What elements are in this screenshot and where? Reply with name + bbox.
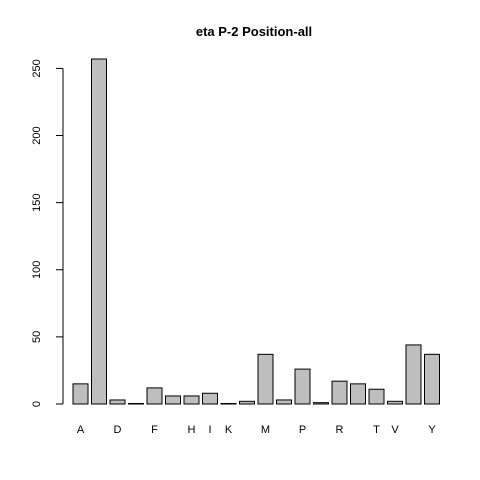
bar-S <box>350 383 366 405</box>
x-tick-label: T <box>373 424 380 436</box>
bar-T <box>368 388 385 405</box>
x-tick-label: R <box>336 424 344 436</box>
bar-K <box>220 403 237 405</box>
bar-N <box>276 399 292 405</box>
bar-V <box>387 400 403 405</box>
x-tick-label: M <box>261 424 270 436</box>
chart-title: eta P-2 Position-all <box>196 24 312 39</box>
bar-C <box>91 58 107 405</box>
bar-A <box>72 383 89 405</box>
y-tick-label: 250 <box>31 59 43 77</box>
bar-L <box>239 400 255 405</box>
y-tick-label: 0 <box>31 401 43 407</box>
y-tick-label: 100 <box>31 261 43 279</box>
bar-G <box>165 395 181 405</box>
bars <box>72 58 440 405</box>
y-tick-label: 200 <box>31 126 43 144</box>
bar-Q <box>313 402 329 405</box>
bar-P <box>294 368 311 405</box>
bar-H <box>183 395 200 405</box>
x-tick-label: D <box>114 424 122 436</box>
bar-M <box>257 353 274 405</box>
x-tick-label: A <box>77 424 85 436</box>
x-tick-label: P <box>299 424 306 436</box>
bar-Y <box>424 353 440 405</box>
y-tick-label: 150 <box>31 193 43 211</box>
x-tick-label: H <box>188 424 196 436</box>
x-tick-label: K <box>225 424 233 436</box>
x-tick-label: I <box>208 424 211 436</box>
y-tick-label: 50 <box>31 331 43 343</box>
bar-D <box>109 399 126 405</box>
bar-I <box>202 392 218 405</box>
bar-E <box>128 403 144 405</box>
y-axis: 0 50 100 150 200 250 <box>31 59 64 407</box>
x-tick-label: Y <box>428 424 436 436</box>
bar-R <box>331 380 348 405</box>
x-tick-label: F <box>151 424 158 436</box>
x-tick-label: V <box>391 424 399 436</box>
bar-W <box>405 344 422 405</box>
bar-F <box>146 387 163 405</box>
